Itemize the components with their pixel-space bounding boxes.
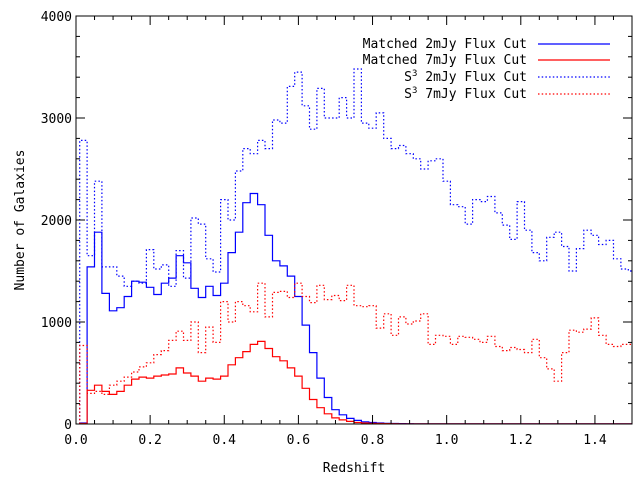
y-tick-label: 2000 xyxy=(41,214,72,229)
x-tick-label: 0.2 xyxy=(138,433,161,448)
legend-label-1: Matched 2mJy Flux Cut xyxy=(363,37,527,52)
tick-label-layer: 0.0 0.2 0.4 0.6 0.8 1.0 1.2 1.4 0 1000 2000 3000 400… xyxy=(41,10,607,448)
x-axis-label: Redshift xyxy=(323,461,386,476)
y-tick-label: 4000 xyxy=(41,10,72,25)
legend-label-3: S3 2mJy Flux Cut xyxy=(404,69,527,85)
x-tick-label: 0.8 xyxy=(361,433,384,448)
x-tick-label: 0.4 xyxy=(213,433,237,448)
series-line-3 xyxy=(79,68,632,424)
legend-label-4: S3 7mJy Flux Cut xyxy=(404,86,527,102)
x-tick-label: 1.4 xyxy=(583,433,607,448)
x-tick-label: 1.0 xyxy=(435,433,458,448)
plot-frame xyxy=(75,15,633,425)
tick-layer xyxy=(75,15,633,425)
series-layer xyxy=(79,68,632,425)
x-tick-label: 0.0 xyxy=(64,433,87,448)
x-tick-label: 1.2 xyxy=(509,433,532,448)
series-line-4 xyxy=(79,282,632,424)
y-tick-label: 3000 xyxy=(41,112,72,127)
legend-label-2: Matched 7mJy Flux Cut xyxy=(363,53,527,68)
y-tick-label: 1000 xyxy=(41,316,72,331)
series-line-1 xyxy=(79,192,632,425)
x-tick-label: 0.6 xyxy=(287,433,310,448)
y-axis-label: Number of Galaxies xyxy=(13,150,28,291)
y-tick-label: 0 xyxy=(64,418,72,433)
series-line-2 xyxy=(79,340,632,425)
